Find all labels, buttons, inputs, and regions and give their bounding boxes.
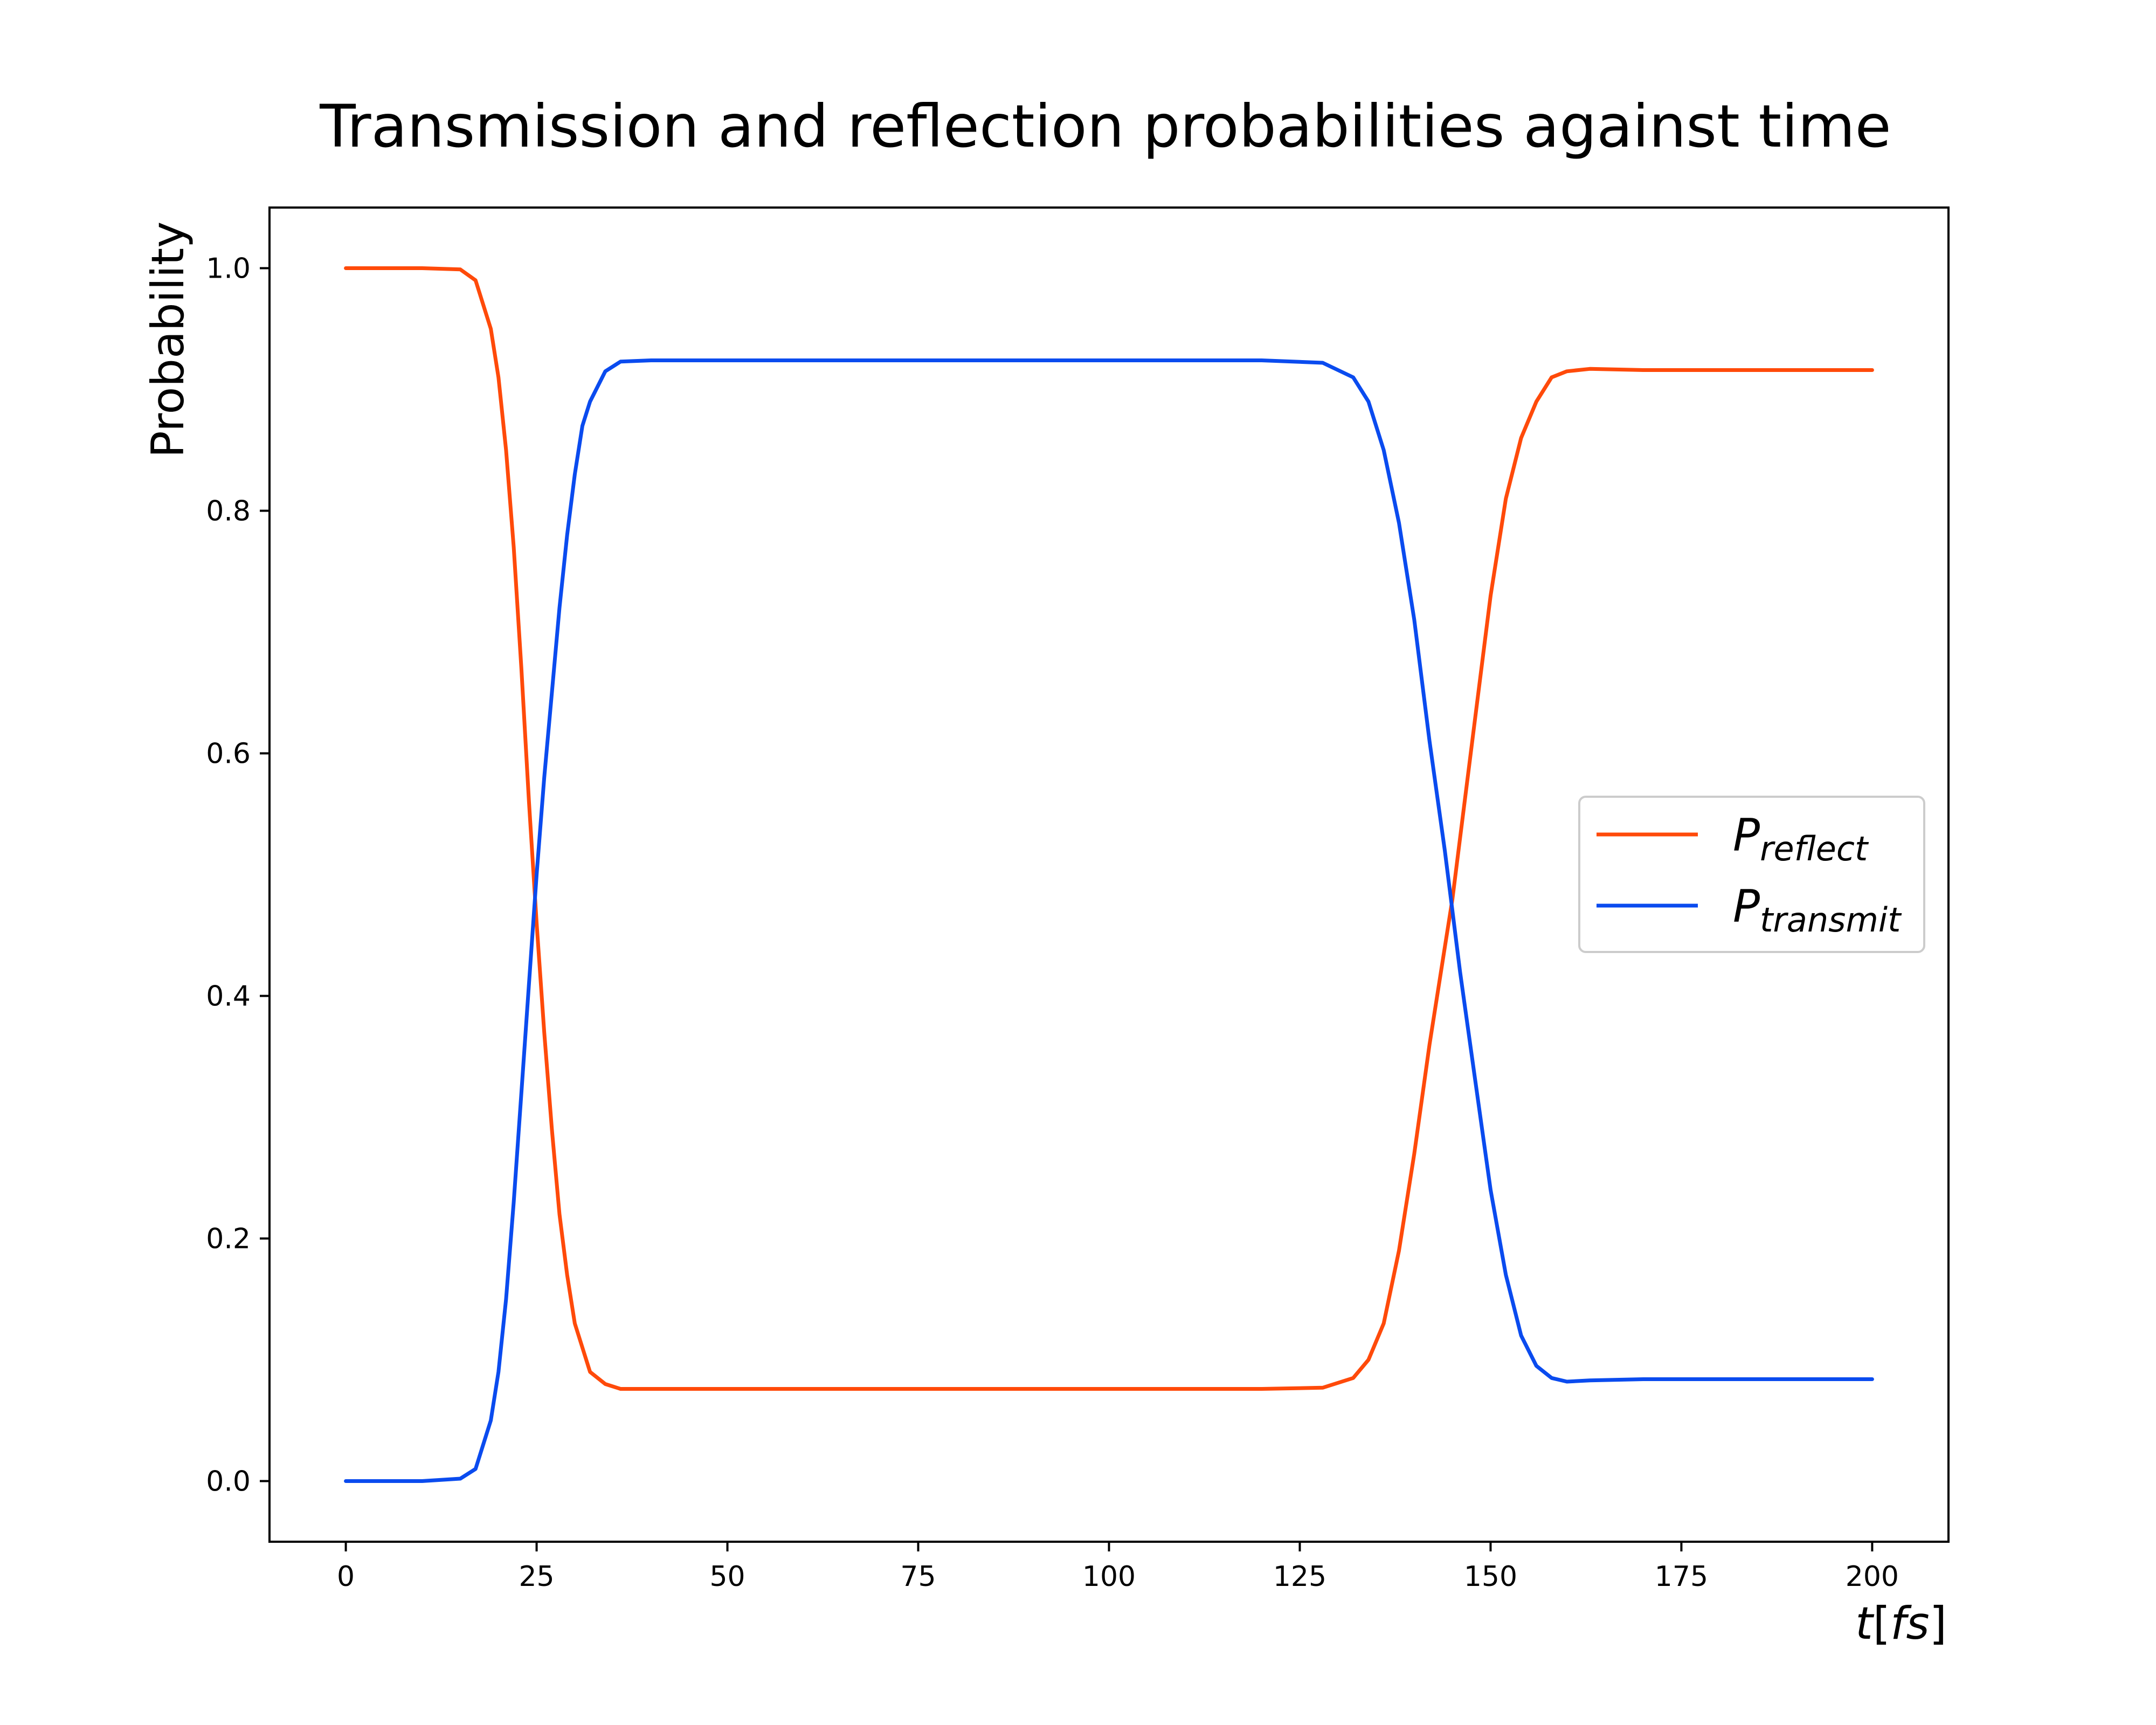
x-tick-label: 25 (519, 1561, 554, 1593)
x-axis-variable: t (1855, 1597, 1875, 1650)
legend: Preflect Ptransmit (1578, 796, 1925, 953)
series-line-transmit (344, 358, 1874, 1483)
series-line-reflect (344, 266, 1874, 1391)
x-axis-unit: fs (1890, 1597, 1929, 1650)
x-tick-label: 100 (1082, 1561, 1136, 1593)
y-tick-label: 0.8 (206, 495, 251, 528)
x-tick-label: 0 (337, 1561, 355, 1593)
x-tick-label: 150 (1464, 1561, 1517, 1593)
y-axis-label: Probability (142, 222, 194, 458)
x-tick-label: 50 (709, 1561, 745, 1593)
y-tick-label: 0.4 (206, 981, 251, 1013)
chart-title: Transmission and reflection probabilitie… (319, 92, 1891, 161)
x-axis-label: t[fs] (1855, 1597, 1947, 1650)
x-tick-label: 125 (1273, 1561, 1326, 1593)
y-tick-label: 0.0 (206, 1466, 251, 1498)
y-tick-label: 0.6 (206, 738, 251, 770)
y-tick-label: 0.2 (206, 1223, 251, 1255)
y-tick-label: 1.0 (206, 253, 251, 285)
legend-label-reflect: Preflect (1733, 809, 1869, 868)
x-tick-label: 75 (900, 1561, 936, 1593)
legend-label-transmit: Ptransmit (1733, 880, 1902, 940)
plot-area (344, 266, 1874, 1483)
x-tick-label: 200 (1846, 1561, 1899, 1593)
x-tick-label: 175 (1655, 1561, 1708, 1593)
